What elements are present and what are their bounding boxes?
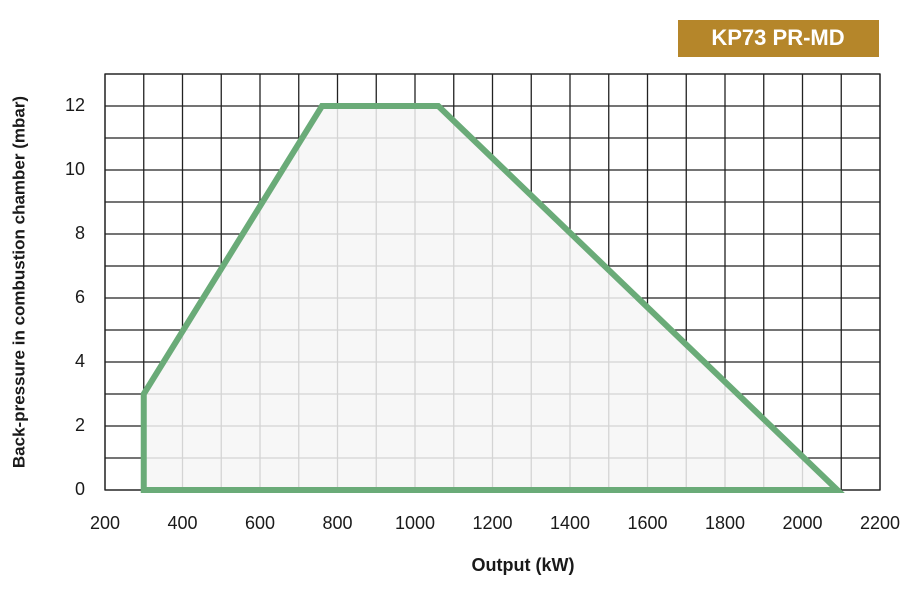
y-tick-label: 10 (65, 159, 85, 179)
x-axis-label: Output (kW) (472, 555, 575, 575)
x-tick-label: 200 (90, 513, 120, 533)
y-axis-label: Back-pressure in combustion chamber (mba… (9, 96, 28, 468)
area-outline (140, 103, 845, 493)
y-tick-label: 8 (75, 223, 85, 243)
y-tick-label: 2 (75, 415, 85, 435)
x-tick-label: 1800 (705, 513, 745, 533)
x-tick-label: 1600 (627, 513, 667, 533)
y-tick-label: 6 (75, 287, 85, 307)
y-tick-label: 0 (75, 479, 85, 499)
x-tick-label: 1200 (472, 513, 512, 533)
badge-text: KP73 PR-MD (711, 25, 844, 50)
x-tick-label: 800 (322, 513, 352, 533)
x-tick-label: 1000 (395, 513, 435, 533)
y-tick-label: 12 (65, 95, 85, 115)
badge (678, 20, 879, 57)
x-tick-label: 400 (167, 513, 197, 533)
x-tick-label: 2000 (782, 513, 822, 533)
y-tick-label: 4 (75, 351, 85, 371)
x-tick-label: 2200 (860, 513, 900, 533)
x-tick-label: 1400 (550, 513, 590, 533)
x-tick-label: 600 (245, 513, 275, 533)
